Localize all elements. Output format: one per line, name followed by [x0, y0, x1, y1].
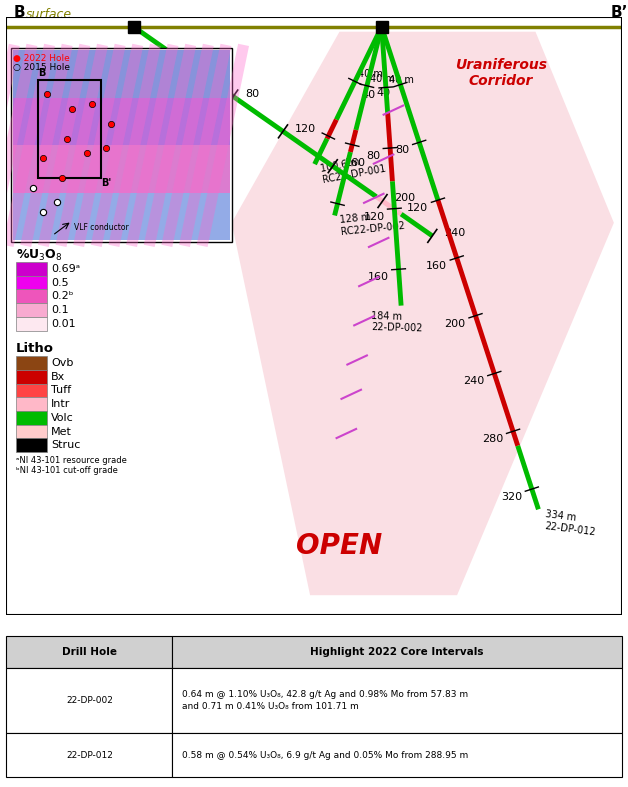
Text: 280: 280	[482, 434, 503, 444]
Text: 80: 80	[395, 146, 409, 155]
Bar	[173, 733, 622, 778]
Text: 160: 160	[426, 260, 447, 271]
Bar	[16, 356, 48, 370]
Bar	[173, 636, 622, 668]
Text: 120: 120	[295, 124, 316, 134]
Text: 200: 200	[394, 194, 416, 203]
Text: Highlight 2022 Core Intervals: Highlight 2022 Core Intervals	[310, 647, 484, 657]
Text: 40: 40	[376, 87, 391, 98]
Text: VLF conductor: VLF conductor	[74, 223, 129, 232]
Text: 200: 200	[445, 319, 466, 329]
Bar	[13, 50, 230, 98]
Bar	[13, 98, 230, 146]
Bar	[16, 275, 48, 290]
Text: 40 m: 40 m	[389, 76, 414, 86]
Text: 40: 40	[362, 91, 376, 101]
Bar	[13, 193, 230, 241]
Text: 160: 160	[368, 272, 389, 283]
Text: 100.6 m
RC22-DP-001: 100.6 m RC22-DP-001	[320, 153, 387, 186]
Text: 40: 40	[195, 54, 209, 64]
Text: 0.64 m @ 1.10% U₃O₈, 42.8 g/t Ag and 0.98% Mo from 57.83 m
and 0.71 m 0.41% U₃O₈: 0.64 m @ 1.10% U₃O₈, 42.8 g/t Ag and 0.9…	[181, 690, 468, 711]
Text: 40 m: 40 m	[197, 52, 227, 65]
Text: Litho: Litho	[16, 342, 54, 356]
Text: %U$_3$O$_8$: %U$_3$O$_8$	[16, 248, 63, 264]
Text: 80: 80	[245, 89, 259, 98]
Text: 0.5: 0.5	[51, 278, 69, 287]
Text: 320: 320	[501, 492, 522, 502]
Bar	[16, 303, 48, 317]
Text: 160: 160	[345, 158, 365, 168]
Bar	[6, 636, 173, 668]
Text: 128 m
RC22-DP-002: 128 m RC22-DP-002	[340, 209, 406, 237]
Text: surface: surface	[26, 8, 72, 21]
Bar	[16, 370, 48, 383]
Text: Volc: Volc	[51, 413, 74, 423]
Text: B’: B’	[611, 5, 628, 20]
Text: 240: 240	[444, 228, 465, 238]
Text: 184 m
22-DP-002: 184 m 22-DP-002	[371, 311, 423, 334]
Text: OPEN: OPEN	[296, 532, 382, 560]
Text: B': B'	[101, 178, 112, 188]
Text: 120: 120	[407, 203, 428, 213]
Bar	[38, 79, 101, 178]
Bar	[16, 262, 48, 275]
Text: 334 m
22-DP-012: 334 m 22-DP-012	[543, 509, 597, 538]
Text: Bx: Bx	[51, 371, 65, 382]
Text: 0.69ᵃ: 0.69ᵃ	[51, 264, 80, 274]
Bar	[16, 425, 48, 438]
Text: 240: 240	[463, 376, 484, 386]
Text: 0.2ᵇ: 0.2ᵇ	[51, 291, 74, 301]
Text: Ovb: Ovb	[51, 358, 73, 368]
Text: 120: 120	[364, 212, 384, 222]
Text: 22-DP-012: 22-DP-012	[66, 751, 113, 759]
Text: B: B	[14, 5, 26, 20]
Text: ○ 2015 Hole: ○ 2015 Hole	[13, 63, 70, 72]
Text: 80: 80	[366, 151, 381, 161]
Text: 40 m: 40 m	[370, 74, 395, 83]
Text: 0.01: 0.01	[51, 319, 76, 329]
Bar	[11, 48, 232, 242]
Text: ᵃNI 43-101 resource grade
ᵇNI 43-101 cut-off grade: ᵃNI 43-101 resource grade ᵇNI 43-101 cut…	[16, 456, 127, 475]
Text: Struc: Struc	[51, 440, 81, 450]
Text: 0.58 m @ 0.54% U₃O₈, 6.9 g/t Ag and 0.05% Mo from 288.95 m: 0.58 m @ 0.54% U₃O₈, 6.9 g/t Ag and 0.05…	[181, 751, 468, 759]
Bar	[6, 668, 173, 733]
Text: Met: Met	[51, 427, 72, 437]
Polygon shape	[232, 31, 614, 595]
Text: Uraniferous
Corridor: Uraniferous Corridor	[455, 58, 547, 88]
Text: Drill Hole: Drill Hole	[62, 647, 117, 657]
Bar	[16, 411, 48, 425]
Bar	[16, 290, 48, 303]
Text: 22-DP-002: 22-DP-002	[66, 696, 113, 705]
Text: 0.1: 0.1	[51, 305, 69, 315]
Bar	[16, 383, 48, 397]
Bar	[16, 317, 48, 331]
Bar	[173, 668, 622, 733]
Text: 40 m: 40 m	[358, 69, 383, 79]
Bar	[16, 438, 48, 452]
Text: B: B	[38, 68, 45, 78]
Bar	[16, 397, 48, 411]
Bar	[6, 733, 173, 778]
Bar	[13, 146, 230, 193]
Text: Tuff: Tuff	[51, 386, 72, 395]
Text: ● 2022 Hole: ● 2022 Hole	[13, 54, 70, 63]
Text: Intr: Intr	[51, 399, 71, 409]
